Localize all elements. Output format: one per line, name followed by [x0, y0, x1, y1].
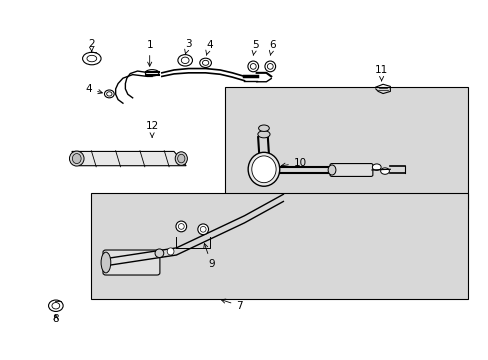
Text: 4: 4 [205, 40, 212, 55]
Ellipse shape [178, 55, 192, 66]
Ellipse shape [48, 300, 63, 311]
Text: 12: 12 [145, 121, 159, 137]
Text: 1: 1 [146, 40, 153, 66]
Ellipse shape [104, 90, 114, 98]
Ellipse shape [52, 302, 60, 309]
Text: 3: 3 [184, 39, 191, 54]
Ellipse shape [198, 224, 208, 235]
Ellipse shape [176, 221, 186, 232]
Ellipse shape [250, 64, 256, 69]
FancyBboxPatch shape [103, 250, 160, 275]
Ellipse shape [200, 58, 211, 67]
Ellipse shape [327, 165, 335, 175]
Ellipse shape [106, 92, 112, 96]
Ellipse shape [178, 224, 184, 229]
Ellipse shape [372, 164, 380, 170]
Text: 8: 8 [52, 314, 59, 324]
Ellipse shape [264, 61, 275, 72]
Ellipse shape [267, 64, 273, 69]
Ellipse shape [247, 61, 258, 72]
Text: 4: 4 [85, 84, 102, 94]
Ellipse shape [167, 248, 174, 255]
Text: 9: 9 [203, 243, 214, 269]
Text: 2: 2 [88, 39, 95, 51]
Ellipse shape [258, 125, 269, 131]
Ellipse shape [175, 152, 187, 165]
Bar [224, 87, 467, 208]
Ellipse shape [101, 252, 111, 273]
Ellipse shape [72, 154, 81, 163]
Ellipse shape [181, 57, 189, 64]
Text: 7: 7 [221, 299, 243, 311]
Text: 11: 11 [374, 65, 387, 81]
Ellipse shape [145, 69, 159, 76]
Text: 10: 10 [281, 158, 306, 168]
Ellipse shape [200, 226, 205, 232]
Ellipse shape [247, 152, 279, 186]
FancyBboxPatch shape [329, 163, 372, 176]
Ellipse shape [251, 156, 276, 183]
Ellipse shape [82, 52, 101, 65]
Ellipse shape [155, 249, 163, 257]
Ellipse shape [177, 154, 184, 163]
Ellipse shape [380, 168, 388, 174]
Text: 6: 6 [269, 40, 275, 55]
Ellipse shape [87, 55, 97, 62]
Bar [91, 193, 467, 298]
Ellipse shape [69, 151, 84, 166]
Ellipse shape [257, 131, 269, 138]
Polygon shape [72, 152, 186, 166]
Text: 5: 5 [251, 40, 258, 55]
Ellipse shape [202, 60, 208, 65]
